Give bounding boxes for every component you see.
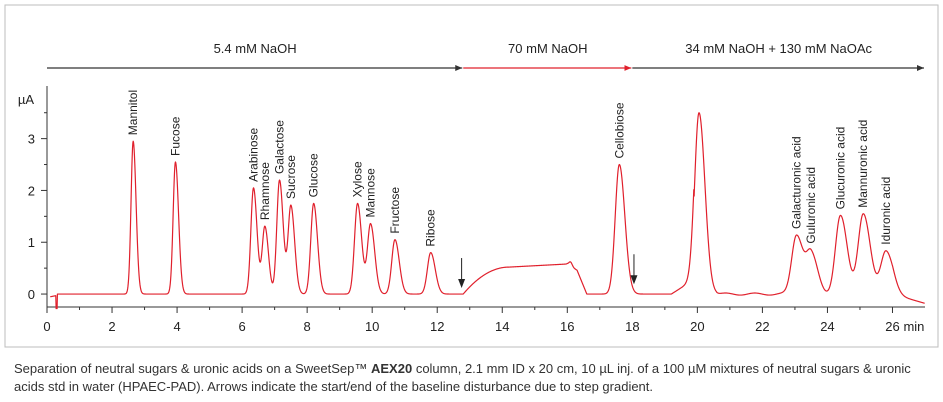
x-tick-label: 22 (755, 319, 769, 334)
y-tick-label: 2 (28, 183, 35, 198)
x-tick-label: 14 (495, 319, 509, 334)
peak-label: Sucrose (284, 155, 298, 199)
x-axis-unit: min (903, 319, 924, 334)
peak-label: Glucose (307, 153, 321, 197)
gradient-disturbance-arrowhead (630, 275, 638, 285)
figure-frame (4, 4, 939, 348)
peak-label: Arabinose (246, 127, 260, 181)
y-axis-label: µA (18, 92, 34, 107)
peak-label: Rhamnose (258, 162, 272, 220)
x-tick-label: 24 (820, 319, 834, 334)
gradient-bar: 5.4 mM NaOH 70 mM NaOH 34 mM NaOH + 130 mM… (47, 41, 924, 71)
peak-label: Ribose (424, 209, 438, 247)
x-tick-label: 10 (365, 319, 379, 334)
peak-label: Mannuronic acid (856, 120, 870, 208)
chromatogram-trace (49, 112, 925, 310)
x-tick-label: 16 (560, 319, 574, 334)
x-tick-label: 18 (625, 319, 639, 334)
figure-caption: Separation of neutral sugars & uronic ac… (14, 360, 934, 396)
gradient-segment-label: 34 mM NaOH + 130 mM NaOAc (685, 41, 872, 56)
x-tick-label: 2 (108, 319, 115, 334)
peak-label: Mannitol (126, 90, 140, 135)
y-tick-label: 1 (28, 235, 35, 250)
peak-label: Galactose (273, 120, 287, 174)
gradient-segment-label: 5.4 mM NaOH (214, 41, 297, 56)
chromatogram-chart: 5.4 mM NaOH 70 mM NaOH 34 mM NaOH + 130 mM… (4, 4, 939, 348)
x-tick-label: 4 (173, 319, 180, 334)
peak-label: Cellobiose (612, 102, 626, 158)
peak-labels: Mannitol Fucose ArabinoseRhamnoseGalactose… (126, 90, 893, 247)
peak-label: Galacturonic acid (790, 136, 804, 229)
peak-label: Glucuronic acid (833, 127, 847, 210)
caption-text-end: column, 2.1 mm ID x 20 cm, 10 µL inj. of… (14, 361, 911, 394)
peak-label: Xylose (351, 161, 365, 197)
gradient-segment-label: 70 mM NaOH (508, 41, 587, 56)
peak-label: Guluronic acid (804, 167, 818, 244)
x-tick-label: 12 (430, 319, 444, 334)
y-tick-label: 0 (28, 287, 35, 302)
trace-layer (49, 112, 925, 310)
x-tick-label: 6 (238, 319, 245, 334)
x-tick-label: 0 (43, 319, 50, 334)
x-tick-label: 8 (304, 319, 311, 334)
peak-label: Fucose (168, 116, 182, 156)
peak-label: Iduronic acid (879, 177, 893, 245)
y-tick-label: 3 (28, 132, 35, 147)
x-tick-label: 20 (690, 319, 704, 334)
gradient-disturbance-arrowhead (458, 279, 466, 289)
peak-label: Fructose (388, 187, 402, 234)
peak-label: Mannose (364, 168, 378, 218)
caption-text-start: Separation of neutral sugars & uronic ac… (14, 361, 371, 376)
caption-column-name: AEX20 (371, 361, 413, 376)
x-tick-label: 26 (885, 319, 899, 334)
